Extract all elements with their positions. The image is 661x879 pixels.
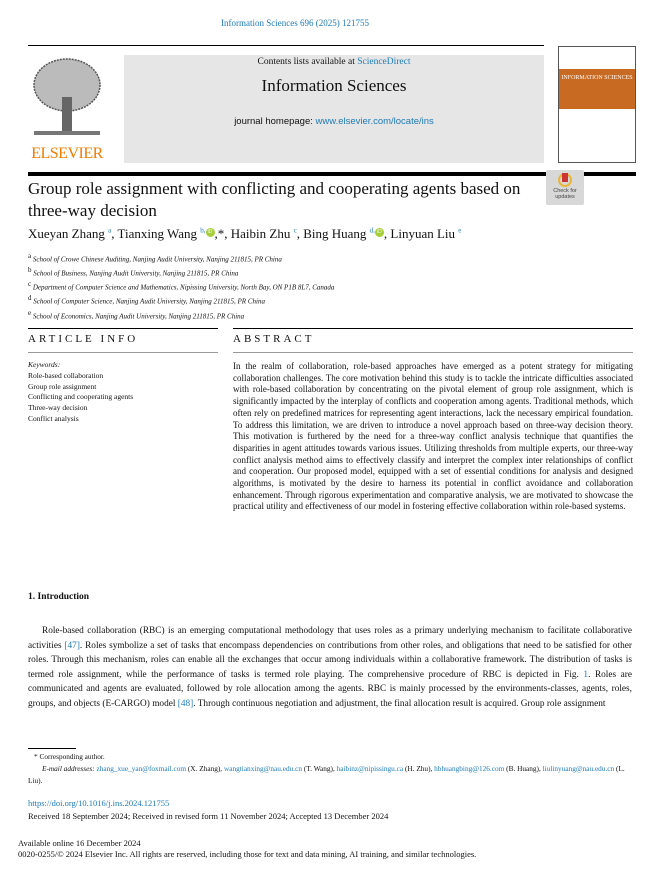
affiliation: b School of Business, Nanjing Audit Univ… (28, 265, 334, 279)
homepage-link[interactable]: www.elsevier.com/locate/ins (315, 116, 434, 127)
header-rule (28, 45, 544, 46)
keyword: Three-way decision (28, 403, 88, 413)
intro-text: . Roles symbolize a set of tasks that en… (28, 640, 632, 680)
email-label: E-mail addresses: (42, 764, 95, 773)
check-for-updates-button[interactable]: Check for updates (546, 170, 584, 205)
email-note: E-mail addresses: zhang_xue_yan@foxmail.… (28, 763, 638, 787)
affiliations: a School of Crowe Chinese Auditing, Nanj… (28, 251, 334, 322)
journal-cover[interactable]: INFORMATION SCIENCES (558, 46, 636, 163)
available-online: Available online 16 December 2024 (18, 838, 141, 848)
email-owner: (T. Wang), (303, 764, 335, 773)
keyword: Role-based collaboration (28, 370, 104, 380)
email-owner: (H. Zhu), (404, 764, 433, 773)
email-link[interactable]: hbhuangbing@126.com (434, 764, 505, 773)
bookmark-icon (558, 173, 572, 187)
email-link[interactable]: liulinyuang@nau.edu.cn (542, 764, 615, 773)
author-sup[interactable]: a (108, 226, 112, 235)
author-sup[interactable]: b, (200, 226, 206, 235)
article-title: Group role assignment with conflicting a… (28, 179, 521, 220)
corresponding-mark: ,* (214, 226, 225, 241)
orcid-icon[interactable]: iD (374, 227, 384, 237)
email-owner: (L. Liu). (28, 764, 625, 785)
journal-reference-link[interactable]: Information Sciences 696 (2025) 121755 (221, 18, 369, 28)
affiliation-text: School of Economics, Nanjing Audit Unive… (32, 311, 245, 320)
keyword: Conflicting and cooperating agents (28, 392, 134, 402)
journal-banner (124, 55, 544, 163)
author[interactable]: Haibin Zhu (230, 226, 291, 241)
footnotes: * Corresponding author. E-mail addresses… (28, 751, 638, 787)
affiliation-sup: b (28, 266, 32, 275)
availability-block: Available online 16 December 2024 0020-0… (18, 838, 476, 860)
journal-title: Information Sciences (261, 76, 407, 95)
affiliation: c Department of Computer Science and Mat… (28, 279, 334, 293)
figure-link[interactable]: 1 (583, 669, 589, 680)
orcid-icon[interactable]: iD (205, 227, 215, 237)
contents-line: Contents lists available at ScienceDirec… (124, 57, 544, 67)
abstract-rule-bottom (233, 352, 633, 353)
contents-text: Contents lists available at (257, 57, 358, 67)
affiliation: a School of Crowe Chinese Auditing, Nanj… (28, 251, 334, 265)
email-link[interactable]: wangtianxing@nau.edu.cn (223, 764, 302, 773)
author[interactable]: Tianxing Wang (117, 226, 198, 241)
intro-text: . Through continuous negotiation and adj… (193, 698, 606, 709)
cover-title: INFORMATION SCIENCES (559, 69, 635, 109)
author-list: Xueyan Zhang a, Tianxing Wang b, iD ,*, Ha… (28, 226, 462, 241)
affiliation: d School of Computer Science, Nanjing Au… (28, 293, 334, 307)
article-info-heading: ARTICLE INFO (28, 333, 139, 345)
affiliation-sup: d (28, 294, 32, 303)
elsevier-logo: ELSEVIER (28, 55, 106, 163)
keywords: Keywords: Role-based collaboration Group… (28, 360, 133, 425)
author-sup[interactable]: e (458, 226, 462, 235)
abstract-text: In the realm of collaboration, role-base… (233, 361, 633, 512)
citation-link[interactable]: [47] (64, 640, 80, 651)
citation-link[interactable]: [48] (177, 698, 194, 709)
abstract-heading: ABSTRACT (233, 333, 315, 345)
homepage-line: journal homepage: www.elsevier.com/locat… (124, 116, 544, 127)
check-updates-label: Check for updates (553, 188, 577, 200)
keyword: Conflict analysis (28, 413, 79, 423)
author-sup[interactable]: c (293, 226, 297, 235)
doi-link[interactable]: https://doi.org/10.1016/j.ins.2024.12175… (28, 798, 170, 808)
footnote-rule (28, 748, 76, 749)
doi-block: https://doi.org/10.1016/j.ins.2024.12175… (28, 797, 388, 823)
received-dates: Received 18 September 2024; Received in … (28, 811, 389, 821)
email-owner: (B. Huang), (506, 764, 541, 773)
header-bar (28, 172, 636, 176)
sciencedirect-link[interactable]: ScienceDirect (357, 57, 411, 67)
intro-text: . Roles are communicated and agents are … (28, 669, 633, 709)
tree-logo-icon (33, 58, 101, 135)
introduction-paragraph: Role-based collaboration (RBC) is an eme… (28, 624, 632, 712)
affiliation-text: School of Computer Science, Nanjing Audi… (33, 297, 265, 306)
author[interactable]: Linyuan Liu (390, 226, 456, 241)
affiliation-text: School of Business, Nanjing Audit Univer… (33, 269, 239, 278)
keywords-label: Keywords: (28, 360, 61, 369)
intro-text: Role-based collaboration (RBC) is an eme… (28, 626, 632, 651)
email-link[interactable]: haibinz@nipissingu.ca (336, 764, 404, 773)
copyright: 0020-0255/© 2024 Elsevier Inc. All right… (18, 849, 477, 859)
author-sup[interactable]: d, (369, 226, 375, 235)
info-rule-bottom (28, 352, 218, 353)
homepage-label: journal homepage: (234, 116, 316, 127)
affiliation-sup: c (28, 280, 32, 289)
affiliation-text: Department of Computer Science and Mathe… (32, 283, 335, 292)
affiliation-sup: e (28, 308, 32, 317)
author[interactable]: Xueyan Zhang (28, 226, 105, 241)
affiliation-sup: a (28, 252, 32, 260)
affiliation: e School of Economics, Nanjing Audit Uni… (28, 308, 334, 322)
corresponding-note: * Corresponding author. (34, 752, 105, 761)
email-link[interactable]: zhang_xue_yan@foxmail.com (96, 764, 187, 773)
abstract-rule-top (233, 328, 633, 329)
info-rule-top (28, 328, 218, 329)
affiliation-text: School of Crowe Chinese Auditing, Nanjin… (32, 255, 282, 264)
email-owner: (X. Zhang), (187, 764, 223, 773)
author[interactable]: Bing Huang (303, 226, 367, 241)
section-heading-introduction: 1. Introduction (28, 592, 90, 602)
corresponding-text: Corresponding author. (39, 752, 105, 761)
keyword: Group role assignment (28, 381, 97, 391)
